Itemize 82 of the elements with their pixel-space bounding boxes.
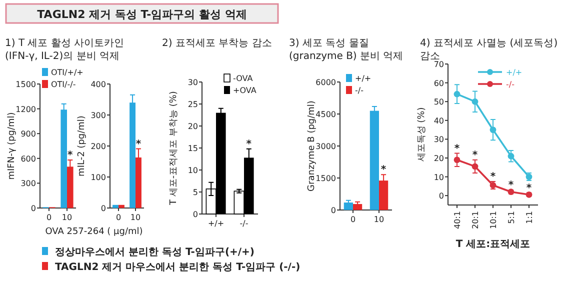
legend-label: +/+ (355, 74, 372, 83)
legend-label: -/- (506, 80, 515, 89)
y-tick-label: 15 (188, 144, 198, 153)
y-tick-label: 70 (434, 60, 444, 69)
point (472, 98, 478, 105)
legend-label: OTI/-/- (51, 80, 76, 89)
x-tick-label: 0 (116, 213, 122, 222)
y-tick-label: 60 (434, 78, 444, 88)
annotation: * (136, 138, 142, 150)
y-tick-label: 25 (188, 100, 198, 109)
x-tick-label: 10:1 (489, 211, 498, 229)
bar (344, 202, 353, 210)
point (454, 90, 460, 98)
y-axis-title: 세포독성 (%) (417, 107, 427, 162)
chart-title: 3) 세포 독성 물질 (granzyme B) 분비 억제 (289, 38, 404, 62)
x-tick-label: 10 (130, 213, 141, 222)
y-tick-label: 6000 (316, 78, 336, 87)
y-tick-label: 10 (188, 166, 198, 175)
y-tick-label: 1500 (16, 80, 36, 89)
point (508, 152, 514, 160)
x-tick-label: 10 (62, 213, 72, 222)
chart-title: 2) 표적세포 부착능 감소 (162, 38, 272, 49)
y-tick-label: 40 (434, 116, 444, 126)
y-tick-label: 0 (438, 192, 444, 201)
y-tick-label: 50 (434, 98, 444, 107)
annotation: * (490, 172, 496, 182)
y-tick-label: 200 (90, 142, 106, 151)
annotation: * (68, 150, 74, 162)
y-tick-label: 300 (20, 179, 36, 188)
x-axis-title: T 세포:표적세포 (456, 239, 530, 250)
x-tick-label: +/+ (208, 219, 224, 228)
y-tick-label: 1200 (16, 104, 36, 114)
x-tick-label: -/- (240, 219, 248, 228)
x-tick-label: 0 (350, 215, 356, 224)
point (490, 126, 496, 133)
legend-label: +OVA (233, 86, 257, 95)
legend-label: +/+ (506, 68, 522, 77)
y-tick-label: 300 (90, 111, 106, 120)
legend-label: -OVA (233, 74, 254, 83)
point (454, 156, 460, 164)
x-tick-label: 5:1 (507, 211, 516, 224)
text: 정상마우스에서 분리한 독성 T-임파구(+/+) (55, 247, 254, 258)
text: TAGLN2 제거 독성 T-임파구의 활성 억제 (37, 8, 247, 21)
point (472, 163, 478, 170)
y-tick-label: 10 (434, 172, 444, 182)
y-axis-title: T 세포-표적세포 부착능 (%) (169, 91, 179, 206)
annotation: * (526, 182, 532, 194)
x-tick-label: 20:1 (471, 211, 480, 229)
y-tick-label: 900 (20, 130, 36, 139)
y-tick-label: 600 (20, 154, 36, 164)
x-tick-label: 40:1 (453, 211, 462, 229)
y-tick-label: 30 (434, 135, 444, 144)
annotation: * (472, 150, 478, 161)
y-tick-label: 1500 (316, 174, 336, 183)
legend-label: OTI/+/+ (51, 68, 84, 77)
y-tick-label: 30 (188, 78, 198, 87)
y-tick-label: 100 (90, 173, 106, 182)
annotation: * (508, 180, 514, 191)
y-tick-label: 20 (188, 122, 198, 131)
x-tick-label: 10 (374, 215, 384, 224)
y-axis-title: mIL-2 (pg/ml) (77, 116, 87, 176)
y-tick-label: 0 (30, 204, 36, 213)
chart-subtitle: 1) T 세포 활성 사이토카인 (IFN-γ, IL-2)의 분비 억제 (5, 38, 124, 62)
x-tick-label: 1:1 (525, 211, 534, 224)
y-tick-label: 4500 (316, 110, 336, 119)
y-tick-label: 0 (100, 204, 106, 213)
legend-label: -/- (355, 86, 364, 95)
y-tick-label: 400 (90, 80, 106, 89)
y-tick-label: 3000 (316, 142, 336, 151)
x-tick-label: 0 (46, 213, 52, 222)
bar (118, 204, 124, 208)
annotation: * (380, 164, 387, 176)
y-axis-title: Granzyme B (pg/ml) (307, 100, 317, 192)
y-tick-label: 5 (192, 188, 198, 197)
annotation: * (454, 143, 460, 154)
y-axis-title: mIFN-γ (pg/ml) (7, 112, 17, 180)
text: TAGLN2 제거 마우스에서 분리한 독성 T-임파구 (-/-) (55, 262, 300, 273)
annotation: * (246, 138, 252, 150)
y-tick-label: 20 (434, 154, 444, 163)
chart-title: 4) 표적세포 사멸능 (세포독성) 감소 (420, 38, 558, 62)
x-axis-title: OVA 257-264 ( μg/ml) (45, 227, 143, 237)
bar (112, 204, 118, 208)
